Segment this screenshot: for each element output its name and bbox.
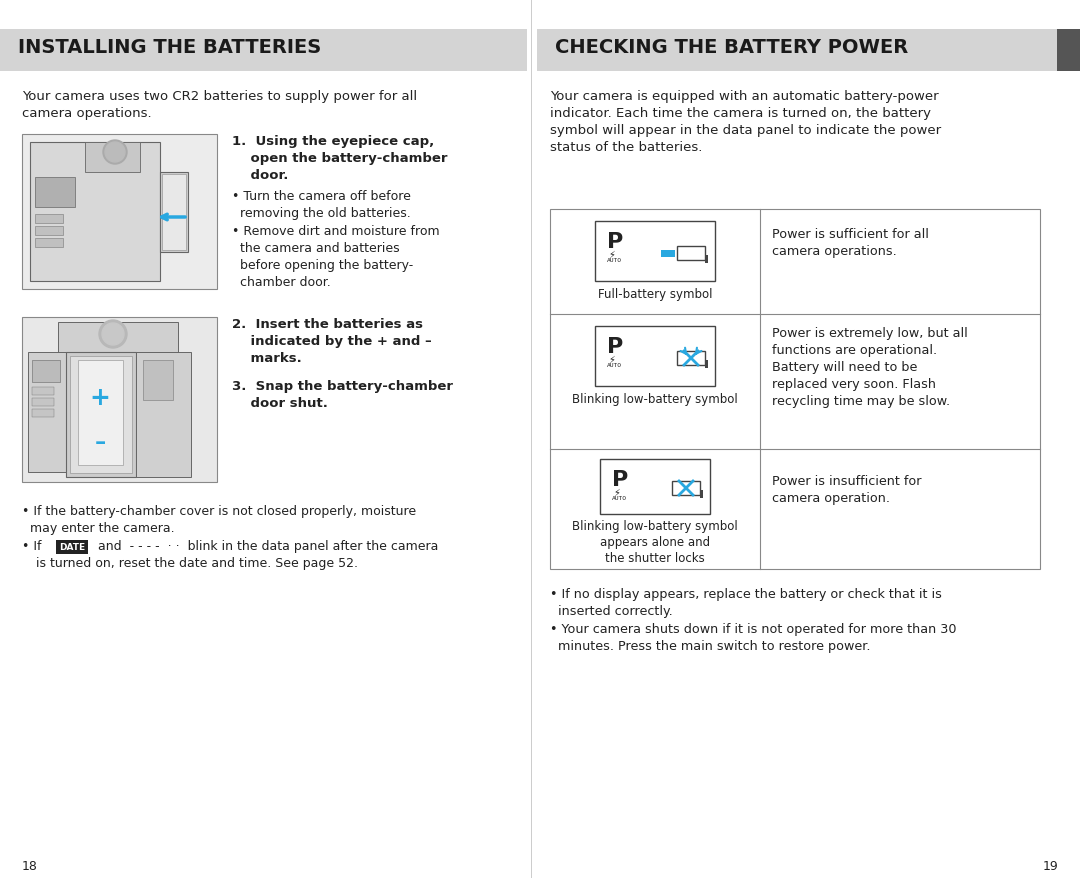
Bar bbox=[550, 210, 1040, 569]
Bar bbox=[595, 222, 715, 282]
Bar bbox=[1057, 30, 1080, 72]
Bar bbox=[705, 255, 708, 263]
Bar bbox=[32, 399, 54, 407]
Bar bbox=[85, 143, 140, 173]
Bar bbox=[22, 135, 217, 290]
Text: • Turn the camera off before
  removing the old batteries.: • Turn the camera off before removing th… bbox=[232, 190, 410, 220]
Bar bbox=[0, 0, 1080, 30]
Bar bbox=[70, 356, 132, 473]
Bar bbox=[595, 327, 715, 386]
Bar bbox=[537, 30, 1059, 72]
Text: P: P bbox=[612, 470, 629, 489]
Text: AUTO: AUTO bbox=[612, 495, 627, 500]
Text: • If the battery-chamber cover is not closed properly, moisture
  may enter the : • If the battery-chamber cover is not cl… bbox=[22, 505, 416, 535]
Text: ⚡: ⚡ bbox=[613, 487, 620, 498]
Bar bbox=[600, 459, 710, 515]
Bar bbox=[22, 318, 217, 482]
Text: and  - - - -  · ·  blink in the data panel after the camera: and - - - - · · blink in the data panel … bbox=[90, 539, 438, 552]
Text: • Remove dirt and moisture from
  the camera and batteries
  before opening the : • Remove dirt and moisture from the came… bbox=[232, 225, 440, 289]
Circle shape bbox=[105, 143, 125, 162]
Text: DATE: DATE bbox=[59, 543, 85, 552]
Text: 3.  Snap the battery-chamber
    door shut.: 3. Snap the battery-chamber door shut. bbox=[232, 379, 453, 409]
Text: –: – bbox=[94, 433, 106, 452]
Bar bbox=[32, 387, 54, 396]
Text: Full-battery symbol: Full-battery symbol bbox=[597, 288, 712, 300]
Text: Power is sufficient for all
camera operations.: Power is sufficient for all camera opera… bbox=[772, 227, 929, 258]
Text: INSTALLING THE BATTERIES: INSTALLING THE BATTERIES bbox=[18, 38, 321, 57]
Text: Blinking low-battery symbol: Blinking low-battery symbol bbox=[572, 392, 738, 406]
Bar bbox=[705, 361, 708, 369]
Circle shape bbox=[102, 324, 124, 346]
Text: +: + bbox=[90, 385, 110, 409]
Text: ⚡: ⚡ bbox=[608, 355, 615, 364]
Bar bbox=[58, 322, 178, 353]
Text: AUTO: AUTO bbox=[607, 363, 622, 368]
Bar bbox=[160, 173, 188, 253]
Bar bbox=[700, 491, 703, 499]
Bar bbox=[0, 30, 527, 72]
Bar bbox=[136, 353, 191, 478]
Circle shape bbox=[99, 320, 127, 349]
Bar bbox=[28, 353, 68, 472]
Bar bbox=[35, 239, 63, 248]
Bar bbox=[143, 361, 173, 400]
Bar bbox=[672, 481, 700, 495]
Text: P: P bbox=[607, 232, 623, 252]
Text: is turned on, reset the date and time. See page 52.: is turned on, reset the date and time. S… bbox=[36, 557, 357, 569]
Bar bbox=[32, 409, 54, 418]
Text: 2.  Insert the batteries as
    indicated by the + and –
    marks.: 2. Insert the batteries as indicated by … bbox=[232, 318, 432, 364]
Bar bbox=[35, 215, 63, 224]
Text: CHECKING THE BATTERY POWER: CHECKING THE BATTERY POWER bbox=[555, 38, 908, 57]
Bar bbox=[56, 540, 87, 554]
Text: ⚡: ⚡ bbox=[608, 249, 615, 260]
Bar bbox=[30, 143, 160, 282]
Text: • If no display appears, replace the battery or check that it is
  inserted corr: • If no display appears, replace the bat… bbox=[550, 587, 942, 617]
Bar bbox=[78, 361, 123, 465]
Text: AUTO: AUTO bbox=[607, 258, 622, 263]
Text: 18: 18 bbox=[22, 859, 38, 872]
Text: Power is insufficient for
camera operation.: Power is insufficient for camera operati… bbox=[772, 474, 921, 505]
Bar bbox=[32, 361, 60, 383]
Text: 19: 19 bbox=[1042, 859, 1058, 872]
Text: Power is extremely low, but all
functions are operational.
Battery will need to : Power is extremely low, but all function… bbox=[772, 327, 968, 407]
Bar bbox=[35, 178, 75, 208]
Text: P: P bbox=[607, 336, 623, 356]
Text: Your camera is equipped with an automatic battery-power
indicator. Each time the: Your camera is equipped with an automati… bbox=[550, 90, 941, 154]
Bar bbox=[661, 251, 675, 258]
Bar bbox=[162, 175, 186, 251]
Text: 1.  Using the eyepiece cap,
    open the battery-chamber
    door.: 1. Using the eyepiece cap, open the batt… bbox=[232, 135, 447, 182]
Bar bbox=[66, 353, 136, 478]
Bar bbox=[35, 227, 63, 235]
Text: • If: • If bbox=[22, 539, 50, 552]
Bar bbox=[677, 247, 705, 261]
Text: • Your camera shuts down if it is not operated for more than 30
  minutes. Press: • Your camera shuts down if it is not op… bbox=[550, 623, 957, 652]
Circle shape bbox=[103, 140, 127, 165]
Text: Blinking low-battery symbol
appears alone and
the shutter locks: Blinking low-battery symbol appears alon… bbox=[572, 520, 738, 565]
Text: Your camera uses two CR2 batteries to supply power for all
camera operations.: Your camera uses two CR2 batteries to su… bbox=[22, 90, 417, 120]
Bar bbox=[677, 351, 705, 365]
